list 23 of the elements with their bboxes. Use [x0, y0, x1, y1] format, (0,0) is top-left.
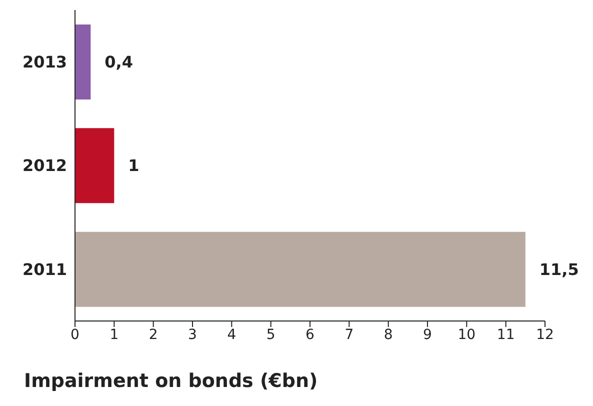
- data-label: 0,4: [104, 52, 134, 72]
- x-tick-label: 8: [384, 326, 393, 343]
- x-tick-label: 4: [227, 326, 236, 343]
- data-label: 1: [128, 156, 140, 176]
- y-tick-label: 2012: [22, 156, 67, 176]
- bar: [75, 24, 91, 100]
- x-tick-label: 6: [306, 326, 315, 343]
- bar: [75, 128, 114, 204]
- text: Impairment on bonds (€bn): [24, 370, 319, 392]
- bar: [75, 232, 526, 307]
- x-tick-label: 0: [70, 326, 80, 343]
- x-tick-label: 1: [110, 326, 119, 343]
- x-tick-label: 9: [423, 326, 432, 343]
- x-tick-label: 10: [458, 326, 476, 343]
- y-tick-label: 2011: [22, 260, 67, 279]
- x-tick-label: 2: [148, 326, 158, 343]
- data-label: 11,5: [539, 260, 579, 279]
- x-tick-label: 11: [496, 326, 515, 343]
- x-tick-label: 12: [536, 326, 554, 343]
- x-tick-label: 7: [344, 326, 354, 343]
- x-tick-label: 3: [188, 326, 197, 343]
- y-tick-label: 2013: [22, 52, 67, 72]
- x-tick-label: 5: [266, 326, 276, 343]
